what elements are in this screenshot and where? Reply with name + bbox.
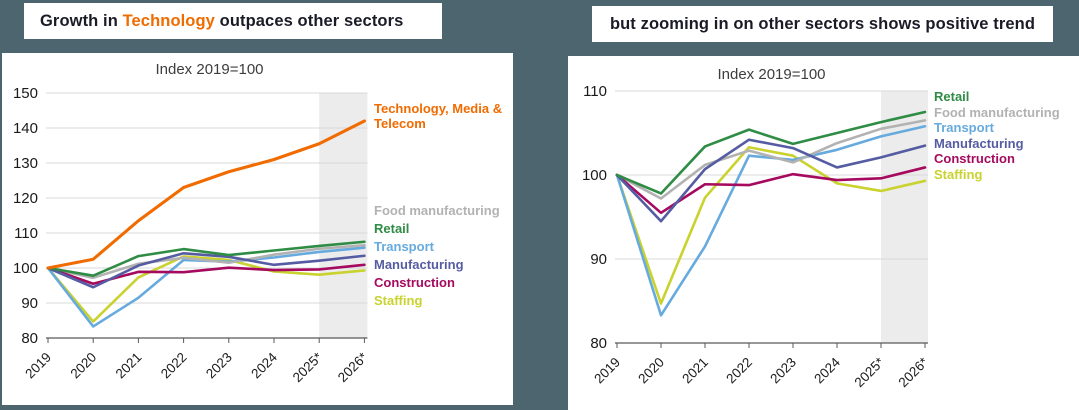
x-axis-tick-label: 2023 — [203, 350, 235, 382]
x-axis-tick-label: 2025* — [290, 349, 326, 385]
chart-panel-all-sectors: Index 2019=100 80 90 100 110 120 130 140 150 201… — [2, 53, 513, 405]
chart-title: Index 2019=100 — [155, 61, 264, 78]
x-axis-tick-label: 2022 — [723, 355, 755, 387]
legend-label-retail: Retail — [374, 221, 410, 236]
series-line-transport — [615, 124, 927, 317]
series-line-food-manufacturing — [46, 243, 366, 280]
legend-label-manufacturing: Manufacturing — [934, 135, 1024, 151]
x-axis-tick-label: 2021 — [113, 350, 145, 382]
y-axis-tick-label: 80 — [21, 330, 38, 347]
series-line-manufacturing — [46, 252, 366, 289]
legend-label-technology-media-telecom: Technology, Media & Telecom — [374, 101, 503, 131]
y-axis-tick-label: 80 — [590, 335, 607, 352]
legend-label-staffing: Staffing — [374, 293, 423, 308]
legend-label-food-manufacturing: Food manufacturing — [374, 203, 500, 218]
series-line-construction — [615, 166, 927, 215]
headline-suffix: outpaces other sectors — [214, 11, 404, 30]
legend-label-food-manufacturing: Food manufacturing — [934, 104, 1060, 120]
right-chart-headline: but zooming in on other sectors shows po… — [592, 6, 1053, 42]
y-axis-tick-label: 110 — [583, 83, 607, 100]
chart-title: Index 2019=100 — [717, 66, 826, 83]
x-axis-tick-label: 2019 — [591, 355, 623, 387]
x-axis-tick-label: 2025* — [852, 354, 888, 390]
x-axis-tick-label: 2020 — [67, 350, 99, 382]
x-axis-tick-label: 2026* — [335, 349, 371, 385]
x-axis-tick-label: 2024 — [811, 354, 843, 386]
series-line-staffing — [46, 255, 366, 323]
series-line-retail — [46, 240, 366, 277]
x-axis-tick-label: 2022 — [158, 350, 190, 382]
y-axis-tick-label: 100 — [13, 260, 38, 277]
left-chart-headline: Growth in Technology outpaces other sect… — [24, 3, 442, 39]
y-axis-tick-label: 120 — [13, 190, 38, 207]
chart-panel-zoomed-sectors: Index 2019=100 80 90 100 110 2019 2020 2021 202… — [568, 56, 1079, 410]
y-axis-tick-label: 110 — [14, 225, 38, 242]
forecast-shaded-region — [881, 91, 928, 343]
y-axis-tick-label: 90 — [590, 251, 607, 268]
x-axis-tick-label: 2021 — [679, 355, 711, 387]
x-axis-tick-label: 2023 — [767, 355, 799, 387]
line-chart: 80 90 100 110 2019 2020 2021 2022 2023 2024 2025* 2… — [582, 83, 932, 390]
legend-label-manufacturing: Manufacturing — [374, 257, 464, 272]
headline-highlight: Technology — [122, 11, 215, 30]
y-axis-tick-label: 90 — [21, 295, 38, 312]
series-line-construction — [46, 263, 366, 286]
legend-label-construction: Construction — [934, 151, 1015, 166]
series-line-staffing — [615, 145, 927, 305]
legend-label-construction: Construction — [374, 275, 455, 290]
line-chart: 80 90 100 110 120 130 140 150 2019 2020 2021 2022 20… — [13, 85, 371, 385]
series-line-food-manufacturing — [615, 119, 927, 200]
x-axis-tick-label: 2026* — [896, 354, 932, 390]
x-axis-tick-label: 2019 — [22, 350, 54, 382]
headline-prefix: Growth in — [40, 11, 123, 30]
series-line-retail — [615, 110, 927, 195]
legend-label-transport: Transport — [374, 239, 434, 254]
y-axis-tick-label: 130 — [13, 155, 38, 172]
series-line-technology-media-telecom — [46, 119, 366, 270]
legend-label-staffing: Staffing — [934, 166, 983, 182]
left-headline-text: Growth in Technology outpaces other sect… — [40, 12, 403, 31]
y-axis-tick-label: 100 — [582, 167, 607, 184]
legend-label-retail: Retail — [934, 89, 970, 104]
x-axis-tick-label: 2024 — [248, 349, 280, 381]
y-axis-tick-label: 150 — [13, 85, 38, 102]
y-axis-tick-label: 140 — [13, 120, 38, 137]
legend-label-transport: Transport — [934, 120, 994, 135]
right-headline-text: but zooming in on other sectors shows po… — [609, 14, 1036, 33]
forecast-shaded-region — [319, 93, 368, 338]
x-axis-tick-label: 2020 — [635, 355, 667, 387]
series-line-manufacturing — [615, 138, 927, 223]
